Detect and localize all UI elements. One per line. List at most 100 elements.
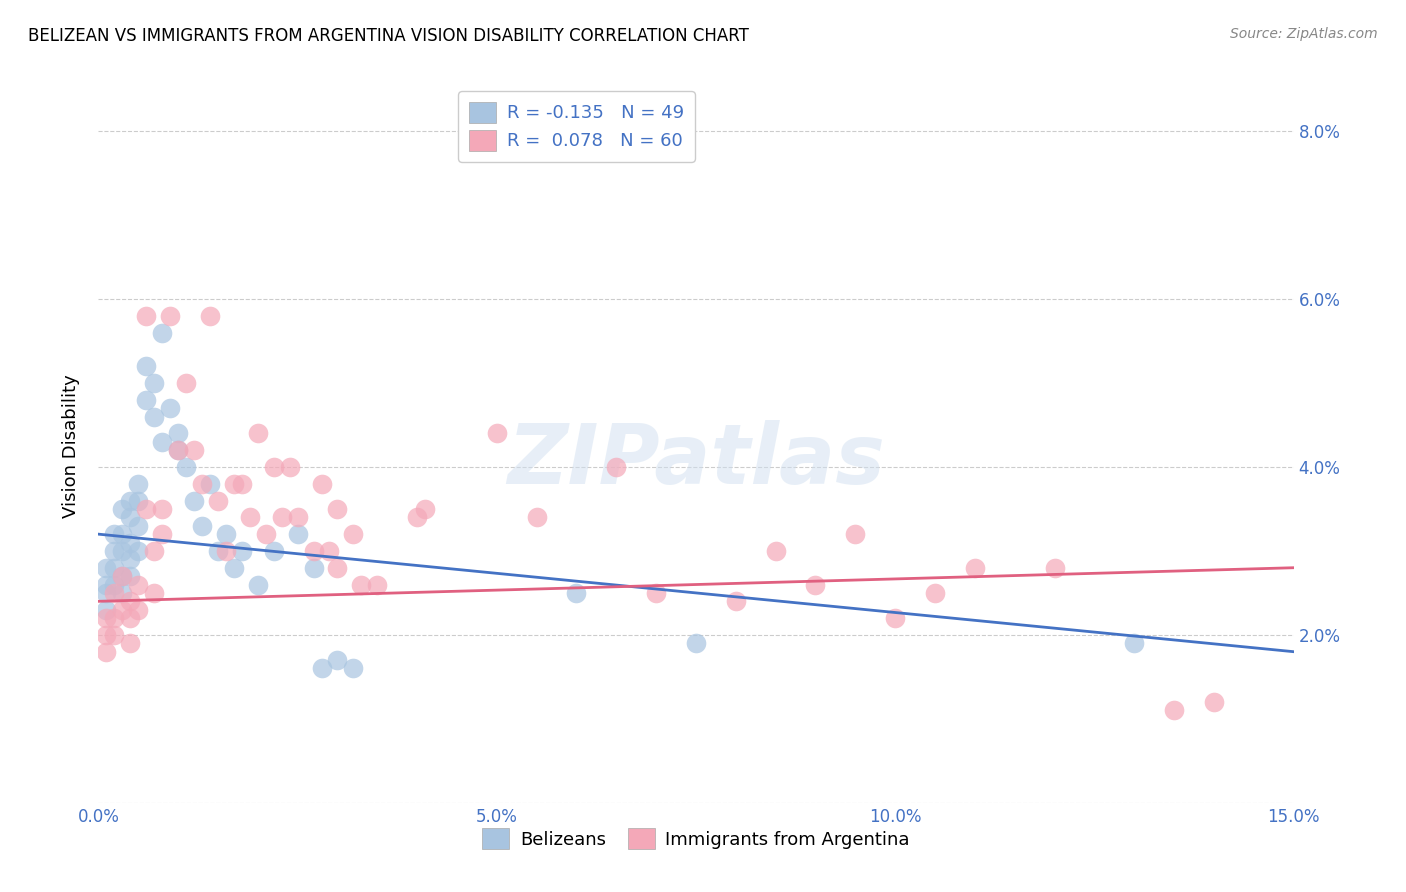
Point bbox=[231, 544, 253, 558]
Point bbox=[150, 527, 173, 541]
Point bbox=[167, 443, 190, 458]
Point bbox=[127, 577, 149, 591]
Point bbox=[246, 577, 269, 591]
Point bbox=[963, 560, 986, 574]
Point bbox=[413, 502, 436, 516]
Point bbox=[884, 611, 907, 625]
Point bbox=[1163, 703, 1185, 717]
Point bbox=[150, 326, 173, 340]
Point bbox=[302, 544, 325, 558]
Point bbox=[111, 569, 134, 583]
Point bbox=[120, 569, 142, 583]
Point bbox=[278, 460, 301, 475]
Point bbox=[1202, 695, 1225, 709]
Point bbox=[96, 586, 118, 600]
Point bbox=[120, 611, 142, 625]
Point bbox=[804, 577, 827, 591]
Point bbox=[254, 527, 277, 541]
Point bbox=[1123, 636, 1146, 650]
Point bbox=[485, 426, 508, 441]
Point bbox=[215, 527, 238, 541]
Point bbox=[150, 434, 173, 449]
Text: Source: ZipAtlas.com: Source: ZipAtlas.com bbox=[1230, 27, 1378, 41]
Text: BELIZEAN VS IMMIGRANTS FROM ARGENTINA VISION DISABILITY CORRELATION CHART: BELIZEAN VS IMMIGRANTS FROM ARGENTINA VI… bbox=[28, 27, 749, 45]
Point bbox=[198, 309, 221, 323]
Point bbox=[191, 476, 214, 491]
Point bbox=[167, 426, 190, 441]
Point bbox=[207, 493, 229, 508]
Point bbox=[765, 544, 787, 558]
Point bbox=[198, 476, 221, 491]
Point bbox=[120, 535, 142, 549]
Point bbox=[287, 510, 309, 524]
Point bbox=[222, 476, 245, 491]
Point bbox=[565, 586, 588, 600]
Point bbox=[143, 376, 166, 390]
Point bbox=[120, 636, 142, 650]
Point bbox=[135, 309, 157, 323]
Point bbox=[302, 560, 325, 574]
Y-axis label: Vision Disability: Vision Disability bbox=[62, 374, 80, 518]
Point bbox=[127, 544, 149, 558]
Point bbox=[111, 586, 134, 600]
Point bbox=[103, 527, 125, 541]
Point bbox=[207, 544, 229, 558]
Point bbox=[111, 502, 134, 516]
Point bbox=[96, 603, 118, 617]
Point bbox=[103, 577, 125, 591]
Point bbox=[96, 560, 118, 574]
Point bbox=[111, 527, 134, 541]
Point bbox=[342, 661, 364, 675]
Point bbox=[406, 510, 429, 524]
Point bbox=[143, 544, 166, 558]
Point bbox=[350, 577, 373, 591]
Point bbox=[111, 603, 134, 617]
Point bbox=[239, 510, 262, 524]
Point bbox=[191, 518, 214, 533]
Point bbox=[120, 510, 142, 524]
Point bbox=[150, 502, 173, 516]
Point bbox=[311, 661, 333, 675]
Point bbox=[103, 628, 125, 642]
Point bbox=[1043, 560, 1066, 574]
Point bbox=[222, 560, 245, 574]
Point bbox=[318, 544, 340, 558]
Point bbox=[326, 502, 349, 516]
Point bbox=[111, 544, 134, 558]
Point bbox=[183, 443, 205, 458]
Point bbox=[127, 493, 149, 508]
Point bbox=[311, 476, 333, 491]
Point bbox=[135, 359, 157, 374]
Point bbox=[120, 594, 142, 608]
Point bbox=[326, 560, 349, 574]
Point bbox=[96, 645, 118, 659]
Point bbox=[103, 560, 125, 574]
Text: ZIPatlas: ZIPatlas bbox=[508, 420, 884, 500]
Point bbox=[231, 476, 253, 491]
Point bbox=[174, 460, 197, 475]
Point bbox=[287, 527, 309, 541]
Point bbox=[120, 552, 142, 566]
Point bbox=[645, 586, 668, 600]
Point bbox=[174, 376, 197, 390]
Point bbox=[326, 653, 349, 667]
Point bbox=[526, 510, 548, 524]
Point bbox=[127, 476, 149, 491]
Point bbox=[159, 309, 181, 323]
Point bbox=[127, 603, 149, 617]
Point bbox=[685, 636, 707, 650]
Point bbox=[135, 502, 157, 516]
Point bbox=[135, 392, 157, 407]
Point bbox=[215, 544, 238, 558]
Point bbox=[924, 586, 946, 600]
Point bbox=[143, 409, 166, 424]
Point bbox=[246, 426, 269, 441]
Point bbox=[96, 577, 118, 591]
Point bbox=[263, 544, 285, 558]
Point bbox=[127, 518, 149, 533]
Point bbox=[96, 611, 118, 625]
Point bbox=[111, 569, 134, 583]
Point bbox=[605, 460, 627, 475]
Point bbox=[270, 510, 292, 524]
Point bbox=[120, 493, 142, 508]
